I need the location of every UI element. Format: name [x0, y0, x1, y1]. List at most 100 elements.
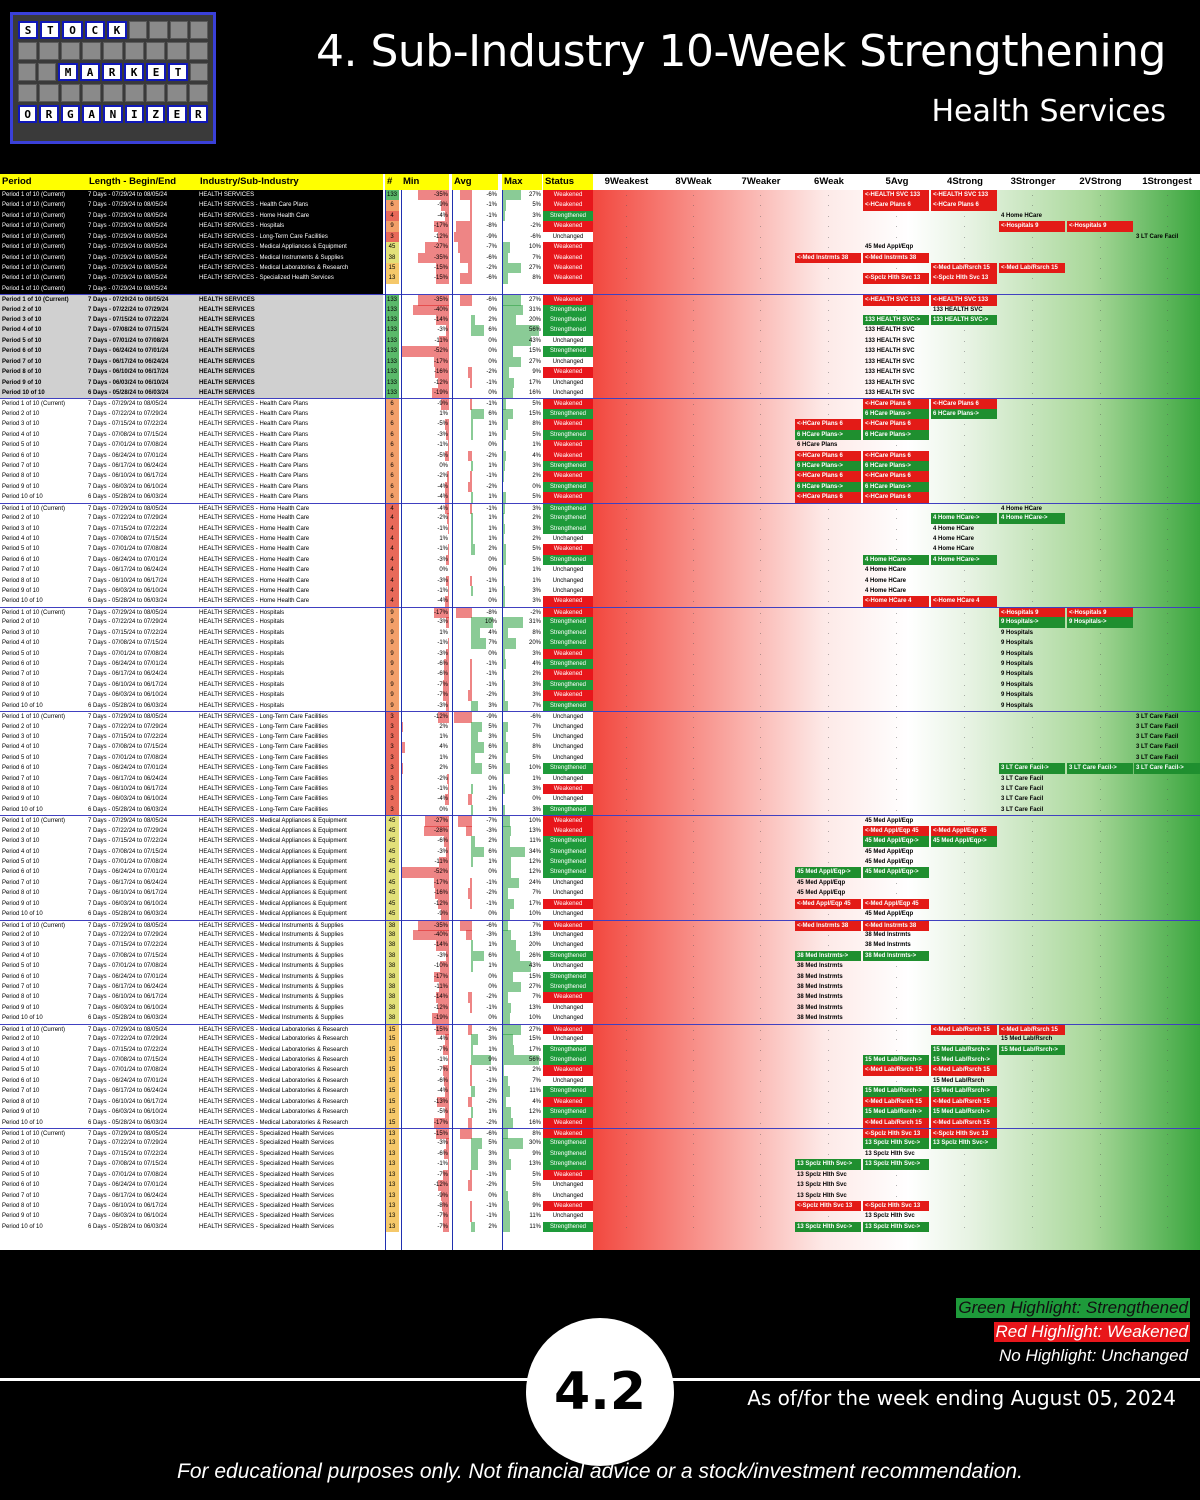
cell-industry: HEALTH SERVICES - Long-Term Care Facilit…: [199, 775, 328, 782]
cell-avg: -7%: [486, 244, 497, 251]
cell-avg: -8%: [486, 609, 497, 616]
cell-period: Period 3 of 10: [0, 315, 87, 326]
cell-avg: 5%: [488, 723, 497, 730]
level-dot: .: [1031, 442, 1034, 449]
cell-period: Period 5 of 10: [2, 963, 40, 970]
cell-avg: 0%: [488, 1015, 497, 1022]
value-bar: [503, 533, 505, 545]
level-tag-4Strong: 45 Med Appl/Eqp->: [931, 836, 997, 847]
cell-count: 9: [385, 607, 399, 619]
cell-industry: HEALTH SERVICES - Specialized Health Ser…: [199, 1171, 334, 1178]
level-tag-6Weak: 38 Med Instrmts: [797, 1004, 843, 1011]
level-dot: .: [827, 1171, 830, 1178]
level-tag-4Strong: 4 Home HCare: [933, 535, 975, 542]
level-dot: .: [759, 869, 762, 876]
value-bar: [471, 1138, 482, 1149]
level-dot: .: [759, 838, 762, 845]
logo-cell: A: [80, 63, 100, 81]
cell-min: -3%: [437, 952, 448, 959]
level-dot: .: [963, 714, 966, 721]
cell-avg: 5%: [488, 1140, 497, 1147]
level-dot: .: [895, 692, 898, 699]
cell-avg: 0%: [488, 869, 497, 876]
level-dot: .: [625, 733, 628, 740]
level-tag-2VStrong: 9 Hospitals->: [1067, 617, 1133, 628]
table-row: Period 1 of 10 (Current) 7 Days - 07/29/2…: [0, 231, 1200, 243]
cell-max: 27%: [528, 297, 541, 304]
cell-period: Period 2 of 10: [2, 1036, 40, 1043]
table-row: Period 1 of 10 (Current) 7 Days - 07/29/2…: [0, 273, 1200, 284]
level-dot: .: [692, 1140, 695, 1147]
level-dot: .: [759, 681, 762, 688]
cell-avg: 2%: [488, 546, 497, 553]
level-dot: .: [759, 1098, 762, 1105]
level-dot: .: [1099, 1109, 1102, 1116]
cell-max: 56%: [528, 327, 541, 334]
cell-avg: 2%: [488, 838, 497, 845]
legend-none: No Highlight: Unchanged: [998, 1346, 1188, 1365]
level-dot: .: [625, 483, 628, 490]
cell-length: 7 Days - 07/01/24 to 07/08/24: [88, 754, 168, 761]
level-dot: .: [625, 1004, 628, 1011]
level-dot: .: [759, 922, 762, 929]
cell-industry: HEALTH SERVICES - Home Health Care: [199, 546, 310, 553]
cell-count: 3: [385, 742, 399, 753]
cell-min: -19%: [433, 390, 448, 397]
cell-length: 7 Days - 07/01/24 to 07/08/24: [88, 859, 168, 865]
cell-max: -2%: [530, 609, 541, 616]
cell-avg: -6%: [486, 275, 497, 282]
value-bar: [471, 836, 476, 847]
logo-cell: [38, 63, 56, 81]
value-bar: [444, 419, 449, 430]
level-dot: .: [1166, 733, 1169, 740]
cell-period: Period 5 of 10: [2, 1067, 40, 1074]
level-dot: .: [1166, 1150, 1169, 1157]
cell-avg: -2%: [486, 692, 497, 699]
cell-max: 15%: [528, 1036, 541, 1043]
level-dot: .: [1166, 473, 1169, 480]
logo-cell: [124, 42, 144, 60]
value-bar: [431, 388, 449, 399]
cell-period: Period 5 of 10: [2, 442, 40, 449]
level-dot: .: [1099, 629, 1102, 636]
level-dot: .: [827, 598, 830, 605]
column-divider: [502, 190, 503, 1250]
cell-count: 13: [385, 1180, 399, 1191]
level-dot: .: [1099, 775, 1102, 782]
cell-count: 38: [385, 940, 399, 951]
level-dot: .: [1166, 1109, 1169, 1116]
level-dot: .: [1031, 327, 1034, 334]
level-dot: .: [963, 723, 966, 730]
cell-max: 0%: [532, 796, 541, 803]
level-dot: .: [1099, 1077, 1102, 1084]
level-tag-3Stronger: 3 LT Care Facil: [1001, 775, 1044, 782]
level-dot: .: [827, 818, 830, 825]
level-tag-4Strong: 133 HEALTH SVC->: [931, 315, 997, 326]
level-dot: .: [827, 525, 830, 532]
level-dot: .: [827, 942, 830, 949]
column-header: 3Stronger: [1010, 176, 1056, 187]
level-dot: .: [1099, 702, 1102, 709]
value-bar: [445, 794, 449, 805]
cell-min: -9%: [437, 911, 448, 918]
table-row: Period 8 of 10 7 Days - 06/10/24 to 06/17…: [0, 1200, 1200, 1212]
value-bar: [435, 1024, 449, 1036]
cell-period: Period 1 of 10 (Current): [2, 401, 66, 408]
value-bar: [460, 273, 472, 284]
level-tag-6Weak: 13 Spclz Hlth Svc->: [795, 1221, 861, 1233]
cell-industry: HEALTH SERVICES - Medical Laboratories &…: [199, 1109, 349, 1116]
value-bar: [503, 273, 509, 284]
value-bar: [470, 1065, 472, 1076]
level-dot: .: [1166, 1119, 1169, 1126]
value-bar: [503, 1055, 539, 1066]
value-bar: [413, 929, 449, 941]
logo-cell: [145, 42, 166, 60]
cell-industry: HEALTH SERVICES - Medical Instruments & …: [198, 252, 383, 263]
level-dot: .: [895, 1182, 898, 1189]
cell-min: -4%: [437, 494, 448, 501]
level-dot: .: [895, 660, 898, 667]
value-bar: [503, 929, 512, 941]
cell-period: Period 8 of 10: [2, 681, 40, 688]
cell-avg: 1%: [488, 494, 497, 501]
level-dot: .: [1031, 1140, 1034, 1147]
